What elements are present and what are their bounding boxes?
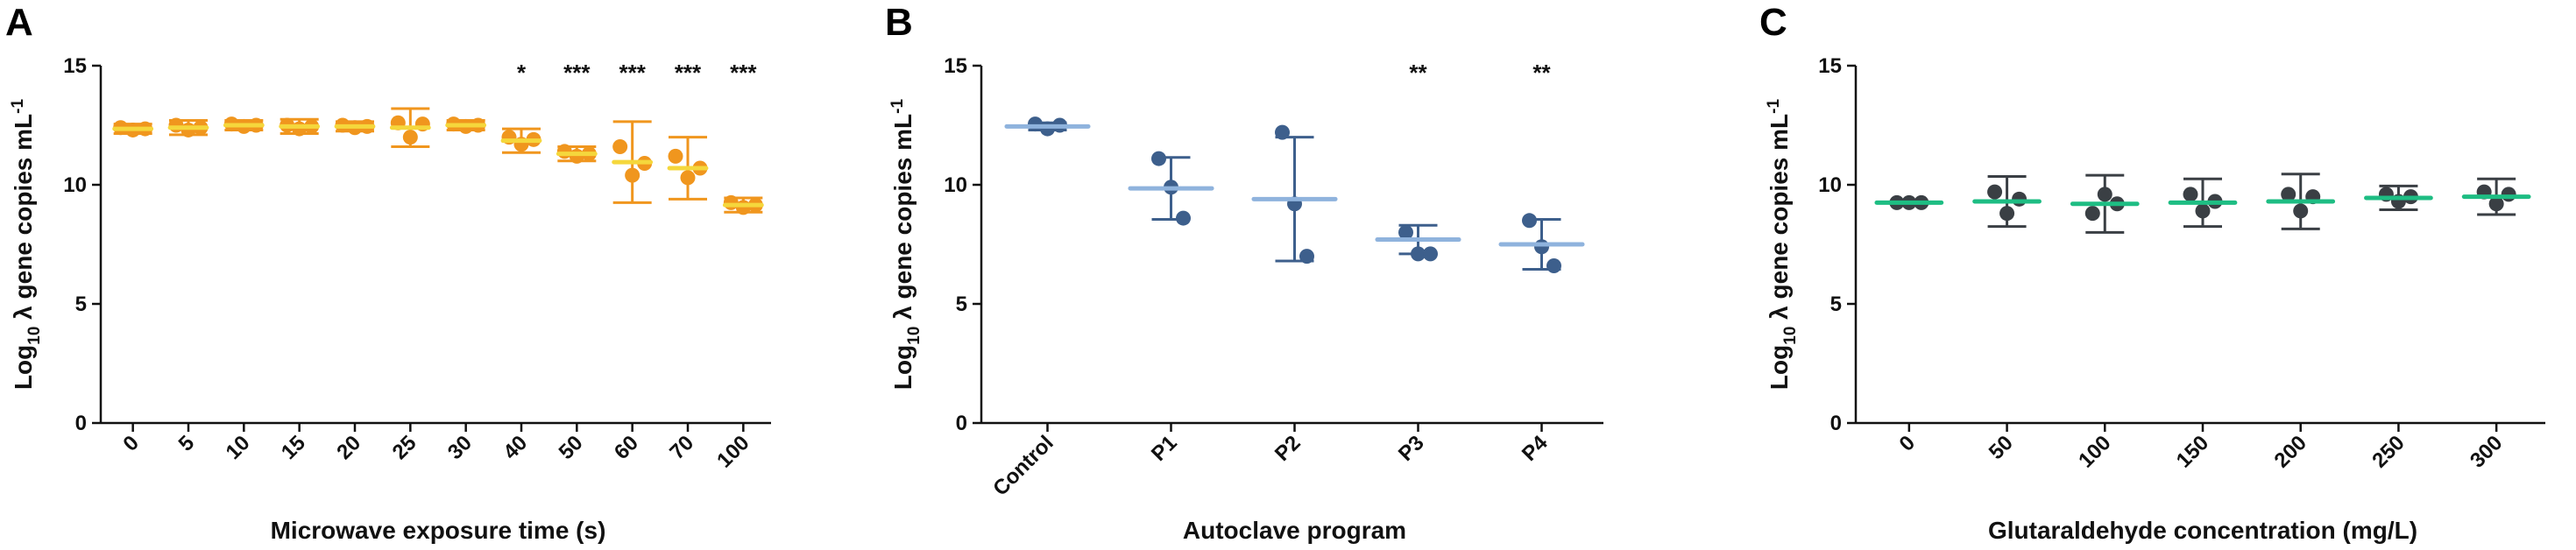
x-tick-label-25: 25 xyxy=(388,431,421,464)
x-tick-label-100: 100 xyxy=(712,431,754,472)
y-tick-label-10: 10 xyxy=(1818,173,1842,197)
y-axis-title-part-1: Log xyxy=(10,345,37,390)
y-tick-label-10: 10 xyxy=(63,173,87,197)
data-point-p3-3 xyxy=(1423,246,1438,262)
y-axis-title-part-4: -1 xyxy=(9,99,27,114)
y-tick-label-15: 15 xyxy=(1818,54,1842,78)
data-point-300-3 xyxy=(2501,187,2516,202)
chart-panel-b: 0 5 10 15 Control P1 P2 P3 P4 ** ** Autoclave progr… xyxy=(888,54,1603,544)
data-point-50-3 xyxy=(2012,191,2028,207)
data-point-50-2 xyxy=(1999,206,2015,222)
data-point-p3-1 xyxy=(1398,224,1413,240)
y-tick-label-15: 15 xyxy=(63,54,87,78)
x-tick-label-0: 0 xyxy=(118,431,144,456)
y-tick-label-10: 10 xyxy=(944,173,967,197)
data-point-70-1 xyxy=(668,148,683,164)
x-tick-label-30: 30 xyxy=(443,431,477,464)
data-point-p3-2 xyxy=(1411,246,1426,262)
x-tick-label-15: 15 xyxy=(277,431,310,464)
x-axis-title: Glutaraldehyde concentration (mg/L) xyxy=(1988,517,2417,544)
data-point-70-2 xyxy=(680,170,696,186)
x-tick-label-200: 200 xyxy=(2270,431,2311,472)
x-tick-label-p3: P3 xyxy=(1394,431,1429,466)
data-point-200-1 xyxy=(2281,187,2296,202)
y-axis-title-part-4: -1 xyxy=(888,99,907,114)
y-tick-label-5: 5 xyxy=(75,293,87,316)
data-point-p4-1 xyxy=(1522,213,1537,229)
x-tick-label-control: Control xyxy=(988,431,1058,500)
x-tick-label-p1: P1 xyxy=(1147,431,1182,466)
y-tick-label-5: 5 xyxy=(1830,293,1842,316)
data-point-p2-1 xyxy=(1275,124,1290,140)
data-point-25-2 xyxy=(402,130,418,145)
data-point-100-2 xyxy=(2097,187,2112,202)
data-point-300-2 xyxy=(2488,196,2504,212)
data-point-p4-3 xyxy=(1546,257,1561,273)
x-tick-label-300: 300 xyxy=(2466,431,2507,472)
y-axis-title-part-3: λ gene copies mL xyxy=(889,114,916,327)
x-tick-label-p2: P2 xyxy=(1270,431,1306,466)
x-axis-title: Microwave exposure time (s) xyxy=(271,517,606,544)
panel-letter-b: B xyxy=(885,1,913,44)
y-tick-label-5: 5 xyxy=(956,293,967,316)
significance-label-100: *** xyxy=(730,60,757,86)
data-point-p2-3 xyxy=(1299,249,1314,264)
x-tick-label-p4: P4 xyxy=(1518,431,1553,466)
x-tick-label-5: 5 xyxy=(174,431,200,456)
panel-letter-c: C xyxy=(1759,1,1787,44)
significance-label-p4: ** xyxy=(1532,60,1551,86)
data-point-p4-2 xyxy=(1534,239,1549,255)
data-point-60-2 xyxy=(625,167,640,183)
y-axis-title-part-1: Log xyxy=(1766,345,1793,390)
data-point-200-2 xyxy=(2293,203,2309,219)
x-tick-label-100: 100 xyxy=(2074,431,2115,472)
x-tick-label-0: 0 xyxy=(1895,431,1921,456)
significance-label-60: *** xyxy=(619,60,646,86)
data-point-50-1 xyxy=(1987,184,2003,200)
x-tick-label-60: 60 xyxy=(610,431,643,464)
y-axis-title-part-2: 10 xyxy=(25,327,44,345)
y-tick-label-0: 0 xyxy=(75,412,87,435)
y-axis-title-part-4: -1 xyxy=(1765,99,1783,114)
y-axis-title-part-3: λ gene copies mL xyxy=(1766,114,1793,327)
data-point-100-1 xyxy=(2084,206,2100,222)
x-tick-label-10: 10 xyxy=(222,431,255,464)
data-point-150-1 xyxy=(2183,187,2198,202)
data-point-p1-1 xyxy=(1151,151,1166,166)
x-tick-label-50: 50 xyxy=(1985,431,2018,464)
data-point-150-2 xyxy=(2195,203,2211,219)
x-tick-label-150: 150 xyxy=(2172,431,2213,472)
y-axis-title: Log10 λ gene copies mL-1 xyxy=(9,99,44,391)
y-axis-title-part-1: Log xyxy=(889,345,916,390)
x-tick-label-40: 40 xyxy=(499,431,532,464)
significance-label-70: *** xyxy=(675,60,702,86)
y-axis-title-part-2: 10 xyxy=(905,327,924,345)
significance-label-50: *** xyxy=(563,60,591,86)
y-axis-title-part-2: 10 xyxy=(1781,327,1800,345)
y-axis-title-part-3: λ gene copies mL xyxy=(10,114,37,327)
y-axis-title: Log10 λ gene copies mL-1 xyxy=(888,99,924,391)
panel-letter-a: A xyxy=(5,1,33,44)
data-point-p1-3 xyxy=(1176,210,1191,226)
y-tick-label-0: 0 xyxy=(956,412,967,435)
x-axis-title: Autoclave program xyxy=(1183,517,1406,544)
x-tick-label-20: 20 xyxy=(332,431,365,464)
y-tick-label-0: 0 xyxy=(1830,412,1842,435)
significance-label-40: * xyxy=(517,60,527,86)
y-tick-label-15: 15 xyxy=(944,54,967,78)
x-tick-label-250: 250 xyxy=(2367,431,2409,472)
data-point-60-1 xyxy=(612,138,628,154)
x-tick-label-50: 50 xyxy=(555,431,588,464)
y-axis-title: Log10 λ gene copies mL-1 xyxy=(1765,99,1800,391)
x-tick-label-70: 70 xyxy=(665,431,698,464)
significance-label-p3: ** xyxy=(1409,60,1427,86)
